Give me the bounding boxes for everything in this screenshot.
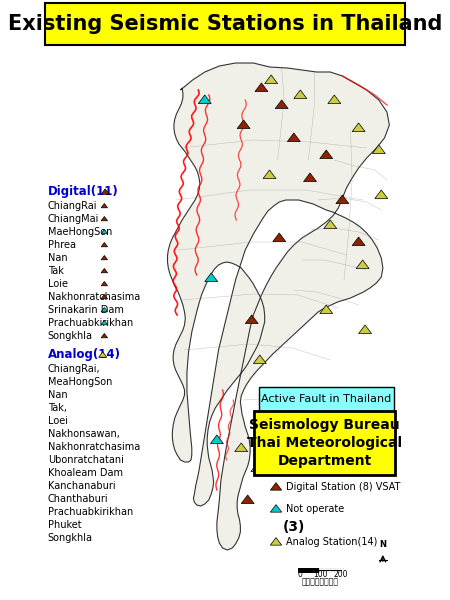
Polygon shape	[255, 83, 268, 92]
Text: Phuket: Phuket	[48, 520, 81, 530]
Polygon shape	[288, 133, 300, 142]
Polygon shape	[253, 355, 266, 364]
Polygon shape	[235, 443, 248, 452]
Text: Seismology Bureau
Thai Meteorological
Department: Seismology Bureau Thai Meteorological De…	[247, 418, 402, 469]
Text: (3): (3)	[283, 520, 305, 534]
Polygon shape	[372, 145, 385, 154]
Text: Ubonratchatani: Ubonratchatani	[48, 455, 124, 465]
Polygon shape	[356, 260, 369, 269]
Text: Nan: Nan	[48, 253, 68, 263]
Polygon shape	[273, 233, 286, 242]
Text: 0: 0	[298, 570, 303, 579]
Text: N: N	[379, 540, 387, 549]
Polygon shape	[352, 237, 365, 245]
Text: Songkhla: Songkhla	[48, 533, 93, 543]
Text: Loei: Loei	[48, 416, 68, 426]
Polygon shape	[275, 100, 288, 109]
Polygon shape	[263, 170, 276, 179]
Polygon shape	[101, 189, 109, 194]
Text: Analog Station(14): Analog Station(14)	[286, 537, 377, 547]
Polygon shape	[359, 325, 372, 334]
Polygon shape	[101, 242, 108, 247]
Text: Songkhla: Songkhla	[48, 331, 93, 341]
Polygon shape	[270, 505, 282, 512]
Polygon shape	[251, 463, 264, 472]
Text: ChiangRai,: ChiangRai,	[48, 364, 100, 374]
Polygon shape	[241, 495, 254, 503]
Polygon shape	[294, 90, 307, 98]
Text: 100: 100	[313, 570, 328, 579]
FancyBboxPatch shape	[254, 411, 395, 475]
Polygon shape	[352, 123, 365, 131]
Polygon shape	[101, 268, 108, 273]
Text: Not operate: Not operate	[286, 504, 344, 514]
Text: MeaHongSon: MeaHongSon	[48, 377, 112, 387]
Polygon shape	[101, 295, 108, 299]
Polygon shape	[324, 220, 337, 229]
Polygon shape	[205, 273, 218, 281]
Text: Khoaleam Dam: Khoaleam Dam	[48, 468, 123, 478]
Polygon shape	[245, 315, 258, 323]
FancyBboxPatch shape	[259, 387, 394, 411]
Text: Phrea: Phrea	[48, 240, 76, 250]
Polygon shape	[211, 435, 223, 443]
Text: Nan: Nan	[48, 390, 68, 400]
Text: Prachuabkirikhan: Prachuabkirikhan	[48, 318, 133, 328]
Polygon shape	[328, 95, 341, 104]
Text: MaeHongSon: MaeHongSon	[48, 227, 112, 237]
Text: 200: 200	[333, 570, 348, 579]
Polygon shape	[101, 281, 108, 286]
Text: Existing Seismic Stations in Thailand: Existing Seismic Stations in Thailand	[8, 14, 442, 34]
Text: Nakhonratchasima: Nakhonratchasima	[48, 442, 140, 452]
Text: Nakhonsawan,: Nakhonsawan,	[48, 429, 120, 439]
Text: ChiangRai: ChiangRai	[48, 201, 97, 211]
Polygon shape	[336, 195, 349, 203]
Polygon shape	[265, 75, 278, 83]
Text: Digital Station (8) VSAT: Digital Station (8) VSAT	[286, 482, 400, 492]
FancyBboxPatch shape	[45, 3, 405, 45]
Polygon shape	[198, 95, 211, 104]
Polygon shape	[101, 334, 108, 338]
Polygon shape	[237, 120, 250, 128]
Polygon shape	[101, 217, 108, 221]
Polygon shape	[320, 305, 333, 314]
Text: Srinakarin Dam: Srinakarin Dam	[48, 305, 124, 315]
Polygon shape	[270, 482, 282, 490]
Polygon shape	[270, 538, 282, 545]
Text: กิโลเมตร: กิโลเมตร	[302, 577, 339, 586]
Text: Tak: Tak	[48, 266, 63, 276]
Text: Loie: Loie	[48, 279, 68, 289]
Polygon shape	[167, 63, 389, 550]
Text: Kanchanaburi: Kanchanaburi	[48, 481, 115, 491]
Text: Analog(14): Analog(14)	[48, 348, 121, 361]
Polygon shape	[101, 256, 108, 260]
Polygon shape	[320, 150, 333, 158]
Polygon shape	[101, 203, 108, 208]
Polygon shape	[101, 229, 108, 234]
Text: Nakhonratchasima: Nakhonratchasima	[48, 292, 140, 302]
Text: Prachuabkirikhan: Prachuabkirikhan	[48, 507, 133, 517]
Text: Chanthaburi: Chanthaburi	[48, 494, 108, 504]
Text: Tak,: Tak,	[48, 403, 67, 413]
Polygon shape	[101, 307, 108, 312]
Polygon shape	[99, 352, 107, 357]
Text: Active Fault in Thailand: Active Fault in Thailand	[261, 394, 392, 404]
Polygon shape	[101, 320, 108, 325]
Text: Digital(11): Digital(11)	[48, 185, 118, 198]
Polygon shape	[304, 173, 316, 182]
Text: ChiangMai: ChiangMai	[48, 214, 99, 224]
Polygon shape	[375, 190, 388, 199]
